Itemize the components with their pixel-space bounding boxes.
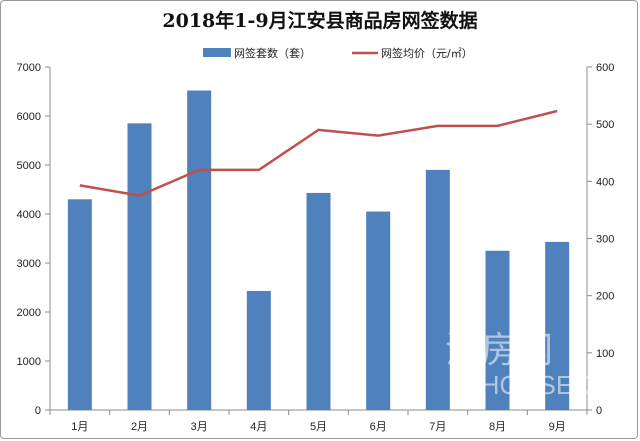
bar xyxy=(127,123,152,410)
y-right-tick-label: 400 xyxy=(596,176,614,188)
x-tick-label: 2月 xyxy=(131,421,148,433)
bar-series xyxy=(67,90,570,411)
x-tick-label: 1月 xyxy=(71,421,88,433)
bar xyxy=(366,211,391,410)
x-tick-label: 6月 xyxy=(370,421,387,433)
y-left-tick-label: 7000 xyxy=(17,62,41,74)
watermark-text-2: CJHOUSE.CO xyxy=(449,370,619,400)
legend-swatch-bar xyxy=(203,48,231,57)
x-tick-label: 9月 xyxy=(549,421,566,433)
x-tick-label: 7月 xyxy=(429,421,446,433)
bar xyxy=(425,169,450,410)
y-right-tick-label: 300 xyxy=(596,234,614,246)
bar xyxy=(187,90,212,411)
bar xyxy=(306,192,331,410)
legend-label-bar: 网签套数（套） xyxy=(234,46,311,60)
y-right-tick-label: 600 xyxy=(596,62,614,74)
y-right-tick-label: 100 xyxy=(596,348,614,360)
y-right-tick-label: 500 xyxy=(596,119,614,131)
y-right-tick-label: 200 xyxy=(596,291,614,303)
x-tick-label: 4月 xyxy=(250,421,267,433)
y-left-tick-label: 5000 xyxy=(17,160,41,172)
y-right-tick-label: 0 xyxy=(596,405,602,417)
legend: 网签套数（套） 网签均价（元/㎡） xyxy=(203,46,473,60)
watermark-text-1: 江房网 xyxy=(445,329,553,370)
chart-title: 2018年1-9月江安县商品房网签数据 xyxy=(162,9,477,32)
y-left-tick-label: 6000 xyxy=(17,111,41,123)
legend-label-line: 网签均价（元/㎡） xyxy=(381,46,473,60)
bar xyxy=(67,199,92,410)
line-series xyxy=(79,109,558,197)
y-left-tick-label: 2000 xyxy=(17,307,41,319)
watermark: 江房网 CJHOUSE.CO xyxy=(445,329,619,400)
x-tick-label: 3月 xyxy=(191,421,208,433)
x-tick-label: 8月 xyxy=(489,421,506,433)
bar xyxy=(485,250,510,410)
price-line xyxy=(79,109,558,197)
x-tick-label: 5月 xyxy=(310,421,327,433)
y-left-tick-label: 3000 xyxy=(17,258,41,270)
bar xyxy=(545,241,570,410)
y-left-tick-label: 1000 xyxy=(17,356,41,368)
axes: 0 1000 2000 3000 4000 5000 6000 7000 0 100 200 300 4… xyxy=(17,62,615,433)
y-left-tick-label: 4000 xyxy=(17,209,41,221)
bar xyxy=(246,290,271,410)
y-left-tick-label: 0 xyxy=(35,405,41,417)
